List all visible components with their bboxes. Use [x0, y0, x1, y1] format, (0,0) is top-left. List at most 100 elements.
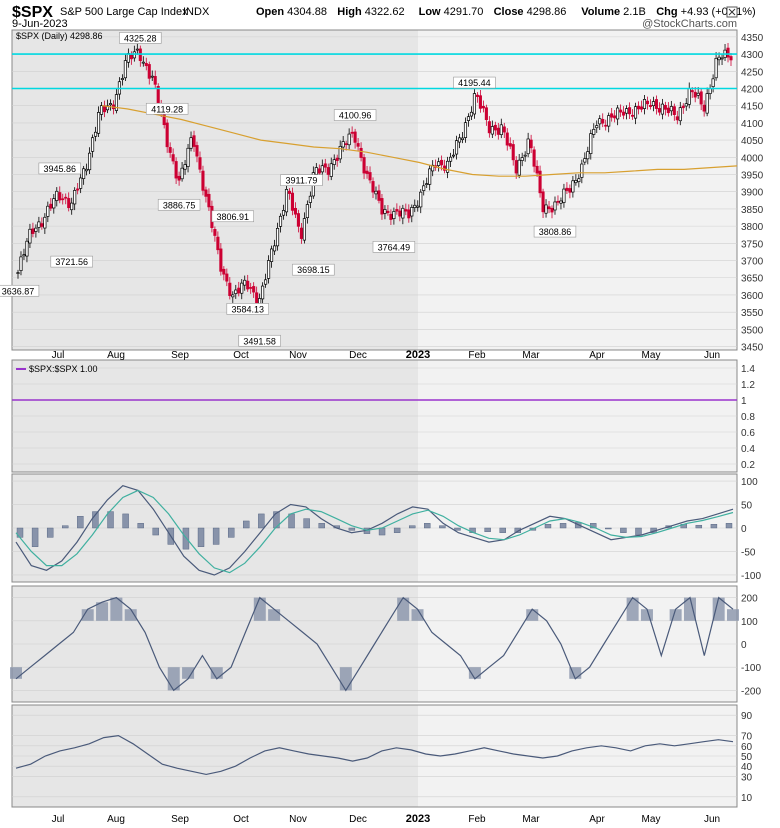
quote-volume: Volume 2.1B: [581, 6, 646, 18]
ratio-tick-label: 0.6: [741, 428, 755, 439]
candle-body: [550, 207, 554, 213]
candle-body: [702, 104, 706, 112]
x-label-bottom: Feb: [468, 814, 486, 825]
candle-body: [541, 191, 545, 213]
candle-body: [622, 111, 626, 116]
candle-body: [508, 143, 512, 147]
cci-oversold-fill: [468, 667, 481, 679]
candle-body: [359, 147, 363, 158]
exchange: INDX: [183, 6, 210, 18]
candle-body: [729, 56, 733, 61]
candle-body: [595, 125, 599, 129]
candle-body: [499, 124, 503, 136]
cci-tick-label: 100: [741, 617, 758, 628]
candle-body: [168, 147, 172, 153]
quote-low: Low 4291.70: [419, 6, 484, 18]
candle-body: [571, 180, 575, 193]
ratio-panel: 1.4 1.2 1 0.8 0.6 0.4 0.2 $SPX:$SPX 1.00: [11, 359, 755, 473]
macd-histogram-bar: [409, 525, 416, 529]
candle-body: [502, 126, 506, 133]
x-label-top: Mar: [522, 350, 540, 361]
candle-body: [628, 107, 632, 115]
candle-body: [466, 116, 471, 121]
close-button[interactable]: [726, 6, 738, 18]
macd-histogram-bar: [544, 524, 552, 529]
candle-body: [517, 159, 521, 176]
macd-tick-label: -50: [741, 547, 756, 558]
price-tick-label: 4150: [741, 102, 764, 113]
candle-body: [225, 273, 229, 282]
price-label-box: [145, 102, 189, 115]
candle-body: [296, 213, 300, 227]
candle-body: [523, 154, 527, 157]
candle-body: [678, 107, 682, 122]
price-tick-label: 4350: [741, 33, 764, 44]
candle-body: [610, 113, 614, 118]
candle-body: [329, 163, 333, 177]
cci-overbought-fill: [411, 609, 424, 621]
candle-body: [687, 88, 691, 105]
candle-body: [243, 279, 247, 286]
price-panel: 4350 4300 4250 4200 4150 4100 4050 4000 3950 3900…: [0, 29, 764, 354]
price-label: 4195.44: [458, 78, 491, 88]
macd-histogram-bar: [303, 518, 310, 529]
ratio-legend: $SPX:$SPX 1.00: [29, 364, 98, 374]
candle-body: [669, 106, 673, 112]
candle-body: [389, 213, 393, 220]
candle-body: [43, 216, 47, 229]
candle-body: [73, 190, 77, 205]
price-border: [11, 29, 738, 351]
candle-body: [216, 236, 220, 251]
candle-body: [52, 198, 56, 209]
x-label-bottom: May: [642, 814, 661, 825]
candle-body: [657, 108, 661, 113]
candle-body: [180, 167, 184, 180]
candle-body: [70, 202, 74, 211]
cci-tick-label: -100: [741, 663, 761, 674]
price-label: 3806.91: [217, 212, 250, 222]
candle-body: [201, 170, 205, 191]
candle-body: [619, 109, 623, 113]
candle-body: [85, 168, 89, 172]
cci-oversold-fill: [339, 667, 352, 691]
price-label: 4325.28: [124, 33, 157, 43]
cci-oversold-fill: [569, 667, 582, 679]
candle-body: [341, 141, 345, 148]
price-label-box: [280, 174, 323, 186]
quote-close: Close 4298.86: [494, 6, 567, 18]
candle-body: [177, 175, 181, 181]
quote-open: Open 4304.88: [256, 6, 327, 18]
price-label-box: [533, 225, 577, 238]
candle-body: [261, 285, 265, 300]
candle-body: [28, 228, 32, 244]
candle-body: [228, 282, 232, 296]
price-tick-label: 4050: [741, 136, 764, 147]
candle-body: [428, 168, 432, 185]
price-label-box: [226, 303, 269, 315]
price-label-box: [157, 198, 201, 211]
candle-body: [693, 91, 697, 98]
price-legend: $SPX (Daily) 4298.86: [16, 31, 103, 41]
candle-body: [49, 203, 53, 209]
candle-body: [34, 227, 38, 232]
candle-body: [699, 91, 703, 105]
price-tick-label: 3700: [741, 257, 764, 268]
candle-body: [520, 157, 524, 161]
price-label-box: [38, 162, 81, 175]
candle-body: [398, 210, 402, 217]
candle-body: [284, 189, 289, 213]
symbol-name: S&P 500 Large Cap Index: [60, 6, 188, 18]
macd-histogram-bar: [77, 516, 84, 529]
candle-body: [452, 154, 456, 157]
candle-body: [231, 294, 235, 298]
macd-histogram-bar: [273, 511, 280, 529]
cci-overbought-fill: [669, 609, 682, 621]
candle-body: [189, 137, 193, 149]
candle-body: [577, 178, 581, 182]
price-tick-label: 4000: [741, 153, 764, 164]
macd-histogram-bar: [288, 513, 295, 529]
x-label-top: Nov: [289, 350, 307, 361]
candle-body: [76, 188, 80, 191]
candle-body: [720, 57, 724, 60]
candle-body: [88, 152, 92, 171]
